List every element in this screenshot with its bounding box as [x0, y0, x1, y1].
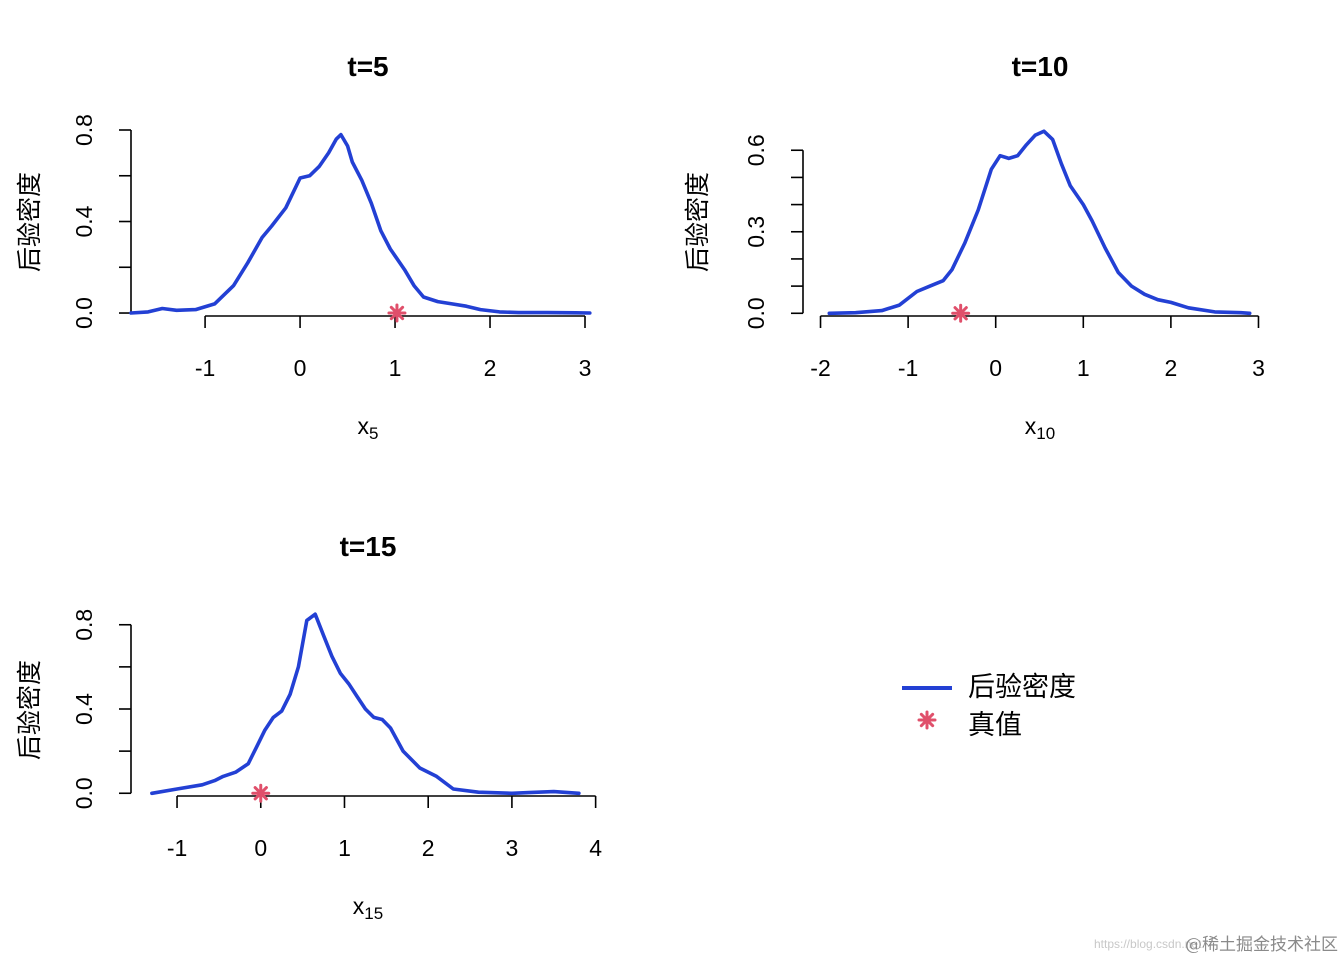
density-panel-t5: t=5 后验密度 x5 -1 0 1 2 3 0.0 0.4 0.8 [15, 51, 592, 443]
x-tick-label: -2 [810, 355, 830, 381]
x-axis-label: x10 [1025, 413, 1055, 443]
panel-title: t=10 [1012, 51, 1069, 82]
x-axis-label: x15 [353, 893, 383, 923]
legend-star-swatch [917, 710, 937, 730]
x-tick-label: 3 [506, 835, 519, 861]
y-axis-label: 后验密度 [15, 172, 44, 272]
x-axis-label-main: x [1025, 413, 1037, 439]
x-axis-label-main: x [353, 893, 365, 919]
y-tick-label: 0.0 [743, 297, 769, 329]
x-tick-label: 2 [1164, 355, 1177, 381]
y-tick-label: 0.6 [743, 134, 769, 166]
x-tick-label: 0 [254, 835, 267, 861]
x-axis-label-subscript: 10 [1036, 424, 1055, 443]
legend-star-icon [917, 710, 937, 730]
y-tick-label: 0.0 [71, 777, 97, 809]
x-tick-label: -1 [195, 355, 215, 381]
watermark: https://blog.csdn.net @稀土掘金技术社区 [1094, 935, 1338, 955]
y-axis-label: 后验密度 [683, 172, 712, 272]
y-tick-label: 0.4 [71, 693, 97, 725]
x-tick-label: -1 [167, 835, 187, 861]
y-axis-label: 后验密度 [15, 660, 44, 760]
panel-title: t=5 [347, 51, 388, 82]
density-panel-t10: t=10 后验密度 x10 -2 -1 0 1 2 3 0.0 0.3 0.6 [683, 51, 1265, 443]
x-axis-label: x5 [358, 413, 379, 443]
true-value-star-stroke [389, 305, 405, 321]
watermark-text: @稀土掘金技术社区 [1185, 935, 1338, 955]
x-axis: -1 0 1 2 3 4 [167, 795, 602, 861]
true-value-marker [251, 783, 271, 803]
x-tick-label: 1 [389, 355, 402, 381]
y-tick-label: 0.4 [71, 205, 97, 237]
true-value-star-stroke [253, 786, 268, 801]
x-axis: -2 -1 0 1 2 3 [810, 315, 1265, 381]
true-value-star-stroke [953, 306, 968, 321]
legend-label-density: 后验密度 [968, 672, 1076, 703]
y-tick-label: 0.3 [743, 216, 769, 248]
x-axis-label-subscript: 15 [364, 904, 383, 923]
density-curve [827, 129, 1252, 316]
y-tick-label: 0.8 [71, 114, 97, 146]
density-curve [129, 132, 592, 315]
legend: 后验密度 真值 [902, 672, 1076, 741]
x-tick-label: 1 [1077, 355, 1090, 381]
x-axis-label-main: x [358, 413, 370, 439]
y-axis: 0.0 0.4 0.8 [71, 609, 132, 809]
panel-title: t=15 [340, 531, 397, 562]
true-value-star-stroke [919, 712, 935, 728]
x-tick-label: -1 [898, 355, 918, 381]
x-tick-label: 0 [294, 355, 307, 381]
true-value-marker [951, 303, 971, 323]
y-tick-label: 0.8 [71, 609, 97, 641]
y-tick-label: 0.0 [71, 297, 97, 329]
x-tick-label: 4 [589, 835, 602, 861]
x-tick-label: 1 [338, 835, 351, 861]
density-panel-t15: t=15 后验密度 x15 -1 0 1 2 3 4 0.0 0.4 0.8 [15, 531, 602, 923]
y-axis: 0.0 0.4 0.8 [71, 114, 132, 329]
x-tick-label: 3 [579, 355, 592, 381]
x-tick-label: 3 [1252, 355, 1265, 381]
x-axis: -1 0 1 2 3 [195, 315, 592, 381]
legend-label-true-value: 真值 [968, 710, 1022, 741]
x-tick-label: 0 [989, 355, 1002, 381]
x-tick-label: 2 [484, 355, 497, 381]
x-axis-label-subscript: 5 [369, 424, 378, 443]
y-axis: 0.0 0.3 0.6 [743, 134, 804, 329]
true-value-marker [387, 303, 407, 323]
density-curve [150, 612, 581, 796]
x-tick-label: 2 [422, 835, 435, 861]
watermark-url: https://blog.csdn.net [1094, 937, 1202, 951]
